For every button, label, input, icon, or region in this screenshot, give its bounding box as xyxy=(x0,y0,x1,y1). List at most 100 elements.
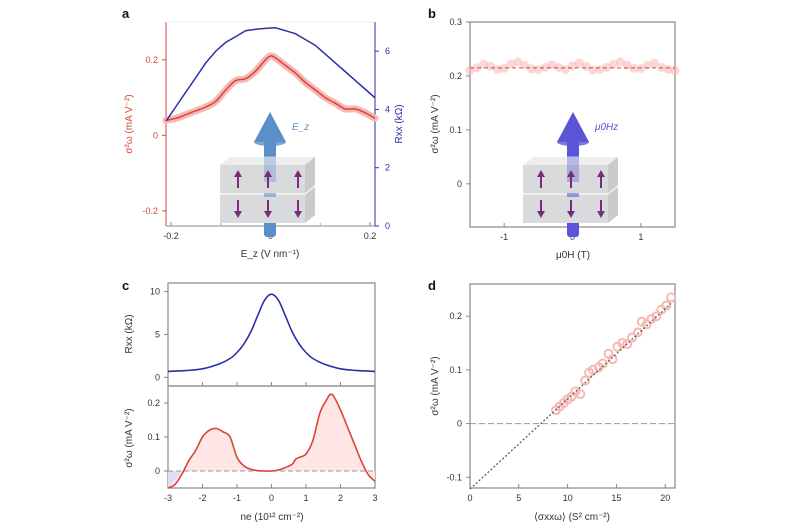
data-point xyxy=(636,316,647,327)
spin-down-arrow-head xyxy=(597,211,605,218)
x-tick-label: 1 xyxy=(638,232,643,242)
slab-side-face xyxy=(305,187,315,223)
field-label: E_z xyxy=(292,122,309,133)
data-point xyxy=(650,58,659,68)
device-schematic: μ0Hz xyxy=(523,112,618,237)
field-arrow-head xyxy=(254,112,286,142)
data-point xyxy=(533,64,543,74)
panel-d: d 0 5 10 15 20 -0.1 0 0.1 0.2 σ²ω (mA V⁻²) ⟨σxxω⟩ (… xyxy=(428,278,677,523)
y-tick-label: 0 xyxy=(457,179,462,189)
rxx-line xyxy=(167,293,376,373)
data-point xyxy=(627,332,638,343)
data-point xyxy=(651,311,662,322)
panel-c: c -3 -2 -1 0 1 2 3 0 5 10 0 0.1 0.2 Rxx (kΩ) σ²ω (mA V⁻… xyxy=(122,278,378,523)
data-point xyxy=(527,64,536,74)
sigma-negative-fill xyxy=(168,471,182,488)
field-arrow-head-base xyxy=(557,138,589,146)
y-tick-label: 0.2 xyxy=(145,55,158,65)
data-point xyxy=(632,327,643,338)
y-axis-label-top: Rxx (kΩ) xyxy=(124,314,135,353)
y-tick-label: 0.3 xyxy=(449,17,462,27)
x-tick-label: 0 xyxy=(467,493,472,503)
y-tick-label: 0 xyxy=(155,372,160,382)
device-schematic: E_z xyxy=(220,112,315,237)
field-arrow-stem-inner xyxy=(264,152,276,182)
data-point xyxy=(595,64,605,74)
slab-front-face xyxy=(220,195,305,223)
slab-side-face xyxy=(608,187,618,223)
upper-layer xyxy=(220,157,315,193)
slab-top-face xyxy=(220,157,315,165)
x-tick-label: -2 xyxy=(198,493,206,503)
field-arrow-head-base xyxy=(254,138,286,146)
panel-label: d xyxy=(428,278,436,293)
y-tick-label: 0.2 xyxy=(147,398,160,408)
x-axis-label: ⟨σxxω⟩ (S² cm⁻²) xyxy=(534,512,610,523)
upper-layer xyxy=(523,157,618,193)
spin-down-arrow-head xyxy=(567,211,575,218)
y-tick-label: 5 xyxy=(155,330,160,340)
panel-label: c xyxy=(122,278,129,293)
y-tick-label: 6 xyxy=(385,46,390,56)
plot-frame xyxy=(469,283,676,489)
x-tick-label: 15 xyxy=(611,493,621,503)
data-point xyxy=(540,62,550,72)
x-tick-label: 3 xyxy=(372,493,377,503)
data-point xyxy=(513,57,523,67)
x-tick-label: 20 xyxy=(660,493,670,503)
spin-down-arrow-head xyxy=(264,211,272,218)
spin-up-arrow-head xyxy=(597,170,605,177)
data-point xyxy=(646,313,657,324)
spin-up-arrow-head xyxy=(264,170,272,177)
spin-down-arrow-head xyxy=(234,211,242,218)
data-point xyxy=(617,338,628,349)
data-point xyxy=(492,64,502,74)
y-tick-label: 0.2 xyxy=(449,71,462,81)
x-tick-label: 10 xyxy=(563,493,573,503)
data-point xyxy=(581,61,591,71)
x-tick-label: 2 xyxy=(338,493,343,503)
data-point xyxy=(486,61,495,71)
data-point xyxy=(574,58,584,68)
slab-front-face xyxy=(523,195,608,223)
y-tick-label: 0.1 xyxy=(449,125,462,135)
y-tick-label: 4 xyxy=(385,104,390,114)
data-point xyxy=(666,292,677,303)
x-tick-label: -1 xyxy=(233,493,241,503)
sigma-line xyxy=(167,393,376,489)
x-axis-label: μ0H (T) xyxy=(556,250,590,261)
data-point xyxy=(615,57,625,67)
data-point xyxy=(499,63,509,73)
data-point xyxy=(580,375,591,386)
field-arrow-head xyxy=(557,112,589,142)
spin-up-arrow-head xyxy=(294,170,302,177)
y-axis-label: σ²ω (mA V⁻²) xyxy=(430,356,441,415)
spin-up-arrow-head xyxy=(537,170,545,177)
data-point xyxy=(636,63,646,73)
x-tick-label: -3 xyxy=(164,493,172,503)
x-axis-label: E_z (V nm⁻¹) xyxy=(241,249,300,260)
sigma-line xyxy=(165,55,376,121)
data-point xyxy=(479,59,489,69)
data-point xyxy=(570,386,581,397)
x-axis-label: ne (10¹² cm⁻²) xyxy=(240,512,303,523)
data-point xyxy=(663,64,673,74)
slab-side-face xyxy=(608,157,618,193)
slab-front-face xyxy=(523,165,608,193)
slab-front-face xyxy=(220,165,305,193)
y-axis-label: σ²ω (mA V⁻²) xyxy=(430,94,441,153)
y-tick-label: -0.1 xyxy=(446,472,462,482)
x-tick-label: -1 xyxy=(500,232,508,242)
y-tick-label: 0 xyxy=(155,466,160,476)
data-point xyxy=(661,300,672,311)
field-label: μ0Hz xyxy=(594,122,618,133)
data-point xyxy=(506,59,516,69)
data-point xyxy=(670,66,680,76)
y-axis-label-right: Rxx (kΩ) xyxy=(394,104,405,143)
spin-down-arrow-head xyxy=(537,211,545,218)
slab-side-face xyxy=(305,157,315,193)
data-point xyxy=(561,64,571,74)
field-arrow-stem-inner xyxy=(567,152,579,182)
panel-label: b xyxy=(428,6,436,21)
